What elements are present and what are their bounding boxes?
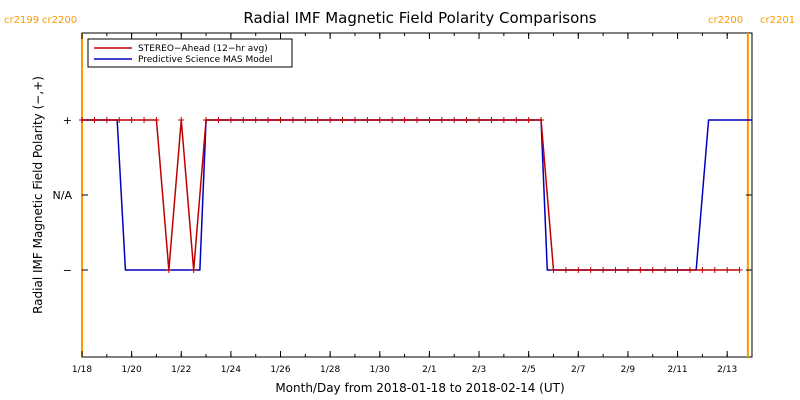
data-point-marker [203,117,210,123]
legend-box [87,38,293,68]
data-point-marker [240,117,247,123]
data-point-marker [79,117,85,123]
data-point-marker [488,117,495,123]
x-axis-label: Month/Day from 2018-01-18 to 2018-02-14 … [275,381,564,395]
data-point-marker [103,117,110,123]
data-point-marker [624,267,631,273]
x-tick-label: 1/26 [270,365,290,375]
data-point-marker [178,117,185,123]
data-point-marker [289,117,296,123]
data-point-marker [724,267,731,273]
data-point-marker [550,267,557,273]
x-tick-label: 1/24 [221,365,241,375]
data-point-marker [327,117,334,123]
y-tick-label: − [63,264,72,277]
data-point-marker [500,117,507,123]
cr-label: cr2200 [708,15,743,26]
plot-area-frame [81,32,753,358]
data-point-marker [711,267,718,273]
x-tick-label: 1/30 [370,365,390,375]
data-point-marker [612,267,619,273]
data-point-marker [389,117,396,123]
y-tick-label: N/A [53,189,73,202]
x-tick-label: 2/7 [571,365,585,375]
data-point-marker [451,117,458,123]
data-point-marker [637,267,644,273]
y-axis-label: Radial IMF Magnetic Field Polarity (−,+) [31,76,45,314]
data-point-marker [562,267,569,273]
data-point-marker [91,117,98,123]
data-point-marker [252,117,259,123]
x-tick-label: 1/22 [171,365,191,375]
x-tick-label: 2/9 [621,365,636,375]
data-point-marker [438,117,445,123]
x-tick-label: 2/3 [472,365,486,375]
data-point-marker [600,267,607,273]
data-point-marker [674,267,681,273]
data-point-marker [476,117,483,123]
data-point-marker [649,267,656,273]
data-point-marker [153,117,160,123]
data-point-marker [190,267,197,273]
cr-label: cr2200 [42,15,77,26]
data-point-marker [351,117,358,123]
data-point-marker [736,267,743,273]
data-point-marker [463,117,470,123]
data-point-marker [364,117,371,123]
legend: STEREO−Ahead (12−hr avg) Predictive Scie… [87,38,293,68]
x-tick-label: 2/13 [717,365,737,375]
data-point-marker [165,267,172,273]
x-tick-label: 2/5 [521,365,535,375]
x-tick-label: 2/11 [667,365,687,375]
x-tick-label: 1/28 [320,365,340,375]
data-point-marker [587,267,594,273]
cr-label: cr2199 [4,15,39,26]
cr-label: cr2201 [760,15,795,26]
data-point-marker [426,117,433,123]
data-point-marker [575,267,582,273]
x-tick-label: 2/1 [422,365,436,375]
chart-title: Radial IMF Magnetic Field Polarity Compa… [243,9,596,27]
x-axis-ticks: 1/18 1/20 1/22 1/24 1/26 1/28 1/30 2/1 2/3 2/5 2/7… [72,33,753,375]
carrington-labels-right: cr2200 cr2201 [708,15,795,26]
data-point-marker [401,117,408,123]
data-point-marker [227,117,234,123]
data-point-marker [525,117,532,123]
y-axis-ticks: − N/A + [53,114,752,277]
carrington-labels-left: cr2199 cr2200 [4,15,77,26]
data-point-marker [513,117,520,123]
data-point-marker [277,117,284,123]
data-point-marker [128,117,135,123]
x-tick-label: 1/20 [122,365,142,375]
data-point-marker [116,117,123,123]
data-point-marker [699,267,706,273]
legend-label-stereo: STEREO−Ahead (12−hr avg) [138,44,268,54]
carrington-boundary-lines [81,33,749,357]
data-point-marker [141,117,148,123]
data-point-marker [686,267,693,273]
data-point-marker [314,117,321,123]
data-point-marker [414,117,420,123]
x-tick-label: 1/18 [72,365,92,375]
data-point-marker [339,117,346,123]
data-point-marker [302,117,309,123]
data-point-marker [376,117,383,123]
data-point-marker [662,267,669,273]
series-layer [79,117,752,273]
data-point-marker [215,117,222,123]
series-line-stereo [82,119,740,271]
data-point-marker [538,117,545,123]
data-point-marker [265,117,272,123]
legend-label-mas: Predictive Science MAS Model [138,55,273,65]
y-tick-label: + [63,114,72,127]
